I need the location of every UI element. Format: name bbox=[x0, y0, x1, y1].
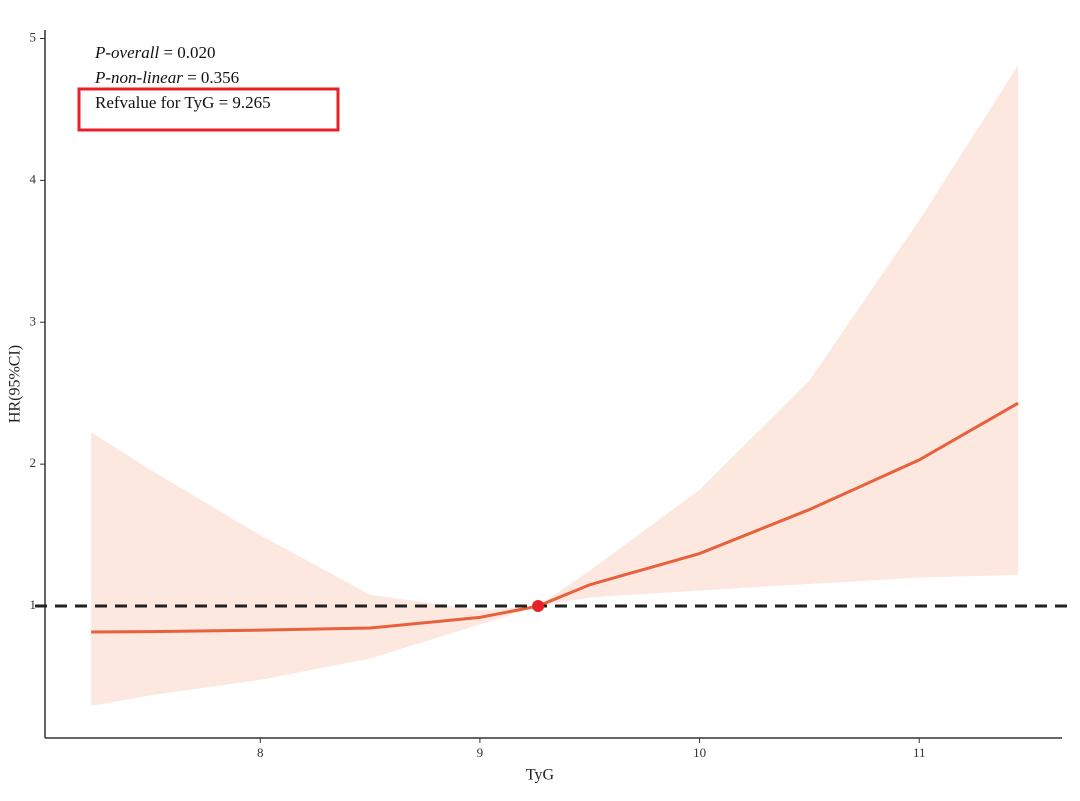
reference-point bbox=[532, 600, 545, 613]
y-tick-label: 3 bbox=[30, 313, 37, 328]
annotation-text: = 0.020 bbox=[159, 43, 215, 62]
confidence-band bbox=[91, 65, 1019, 706]
annotation-text: Refvalue for TyG = 9.265 bbox=[95, 93, 271, 112]
annotation-italic: P-overall bbox=[94, 43, 159, 62]
y-tick-label: 4 bbox=[30, 171, 37, 186]
x-axis-title: TyG bbox=[526, 767, 555, 784]
x-tick-label: 9 bbox=[477, 745, 484, 760]
annotation: P-non-linear = 0.356 bbox=[94, 68, 239, 87]
highlight-box bbox=[77, 87, 340, 132]
y-tick-label: 2 bbox=[30, 455, 37, 470]
x-tick-label: 8 bbox=[257, 745, 264, 760]
annotation: P-overall = 0.020 bbox=[94, 43, 216, 62]
annotation-italic: P-non-linear bbox=[94, 68, 183, 87]
x-tick-label: 11 bbox=[913, 745, 926, 760]
y-tick-label: 1 bbox=[30, 597, 37, 612]
annotation: Refvalue for TyG = 9.265 bbox=[95, 93, 271, 112]
y-tick-label: 5 bbox=[30, 29, 37, 44]
x-tick-label: 10 bbox=[693, 745, 706, 760]
annotation-text: = 0.356 bbox=[183, 68, 239, 87]
y-axis-title: HR(95%CI) bbox=[7, 345, 24, 423]
